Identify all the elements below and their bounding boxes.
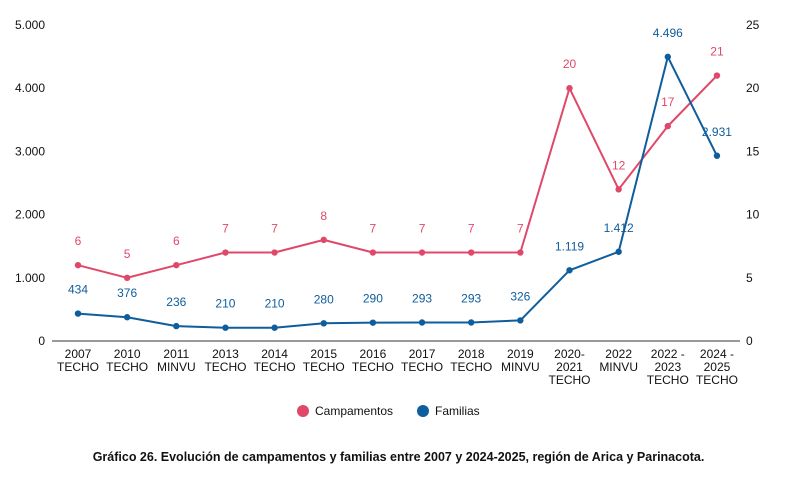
data-point — [615, 186, 622, 193]
x-category-label: 2022 MINVU — [599, 347, 638, 374]
y-right-tick-label: 15 — [746, 144, 760, 158]
x-category-label: 2011 MINVU — [157, 347, 196, 374]
data-point — [517, 249, 524, 256]
x-category-label: 2019 MINVU — [501, 347, 540, 374]
x-category-label: 2020-2021 TECHO — [549, 347, 591, 387]
data-point — [271, 324, 278, 331]
data-point — [566, 267, 573, 274]
data-label: 1.412 — [604, 221, 634, 235]
data-label: 236 — [166, 295, 186, 309]
data-label: 210 — [265, 297, 285, 311]
x-category-label: 2013 TECHO — [204, 347, 246, 374]
series-line-campamentos — [77, 74, 718, 279]
data-point — [173, 322, 180, 330]
data-label: 293 — [412, 291, 432, 305]
data-label: 20 — [563, 57, 577, 71]
data-label: 7 — [419, 222, 426, 236]
data-label: 434 — [68, 283, 88, 297]
data-label: 1.119 — [555, 239, 584, 253]
x-category-label: 2016 TECHO — [352, 347, 394, 374]
data-point — [369, 249, 377, 256]
data-label: 7 — [517, 222, 524, 236]
data-label: 376 — [117, 286, 137, 300]
legend: Campamentos Familias — [297, 404, 480, 418]
y-left-tick-label: 5.000 — [15, 18, 45, 32]
y-right-tick-label: 25 — [746, 18, 760, 32]
data-label: 290 — [363, 292, 383, 306]
data-point — [74, 310, 82, 317]
data-point — [615, 248, 622, 255]
data-label: 21 — [710, 45, 724, 59]
y-left-tick-label: 0 — [38, 334, 45, 348]
data-point — [74, 261, 82, 269]
x-category-label: 2014 TECHO — [254, 347, 296, 374]
y-left-tick-label: 1.000 — [15, 271, 45, 285]
legend-marker — [297, 405, 309, 417]
y-left-tick-label: 4.000 — [15, 81, 45, 95]
data-label: 210 — [215, 297, 235, 311]
data-label: 7 — [271, 222, 278, 236]
y-right-tick-label: 5 — [746, 271, 753, 285]
data-point — [222, 249, 229, 256]
data-point — [222, 324, 229, 331]
x-category-label: 2018 TECHO — [450, 347, 492, 374]
data-point — [713, 72, 721, 79]
legend-label: Familias — [435, 404, 480, 418]
x-category-label: 2015 TECHO — [303, 347, 345, 374]
data-point — [713, 152, 721, 159]
y-right-tick-label: 0 — [746, 334, 753, 348]
data-point — [173, 261, 180, 269]
chart-caption: Gráfico 26. Evolución de campamentos y f… — [92, 450, 705, 464]
data-point — [418, 249, 426, 256]
x-category-label: 2010 TECHO — [106, 347, 148, 374]
data-point — [123, 314, 131, 321]
data-point — [320, 236, 327, 244]
data-label: 17 — [661, 95, 675, 109]
data-point — [418, 319, 426, 326]
y-right-tick-label: 20 — [746, 81, 760, 95]
data-label: 326 — [510, 289, 530, 303]
y-left-tick-label: 3.000 — [15, 144, 45, 158]
data-labels: 6 5 6 7 7 8 7 7 7 7 20 12 17 21 434 376 236 210 210 280 290 2… — [68, 26, 732, 311]
data-label: 4.496 — [653, 26, 683, 40]
data-point — [517, 317, 524, 324]
data-label: 7 — [222, 222, 229, 236]
data-point — [566, 85, 573, 92]
data-label: 12 — [612, 158, 626, 172]
data-point — [123, 274, 131, 281]
data-point — [664, 53, 671, 61]
data-point — [271, 249, 278, 256]
data-label: 6 — [75, 234, 82, 248]
data-point — [320, 320, 327, 327]
data-label: 280 — [314, 292, 334, 306]
axes: 0 1.000 2.000 3.000 4.000 5.000 0 5 10 15 20 25 2007… — [15, 18, 760, 387]
data-point — [468, 319, 475, 326]
data-point — [664, 122, 671, 130]
data-label: 7 — [468, 222, 475, 236]
data-label: 8 — [320, 209, 327, 223]
data-point — [468, 249, 475, 256]
x-category-label: 2017 TECHO — [401, 347, 443, 374]
data-label: 2.931 — [702, 125, 732, 139]
series-line-familias — [77, 55, 718, 329]
y-left-tick-label: 2.000 — [15, 208, 45, 222]
data-label: 293 — [461, 291, 481, 305]
x-category-label: 2007 TECHO — [57, 347, 99, 374]
legend-label: Campamentos — [315, 404, 393, 418]
data-label: 7 — [370, 222, 377, 236]
series-lines — [74, 53, 721, 331]
data-point — [369, 319, 377, 326]
legend-marker — [417, 405, 429, 417]
data-label: 5 — [124, 247, 131, 261]
x-category-label: 2022 -2023 TECHO — [647, 347, 689, 387]
data-label: 6 — [173, 234, 180, 248]
x-category-label: 2024 -2025 TECHO — [696, 347, 738, 387]
y-right-tick-label: 10 — [746, 208, 760, 222]
